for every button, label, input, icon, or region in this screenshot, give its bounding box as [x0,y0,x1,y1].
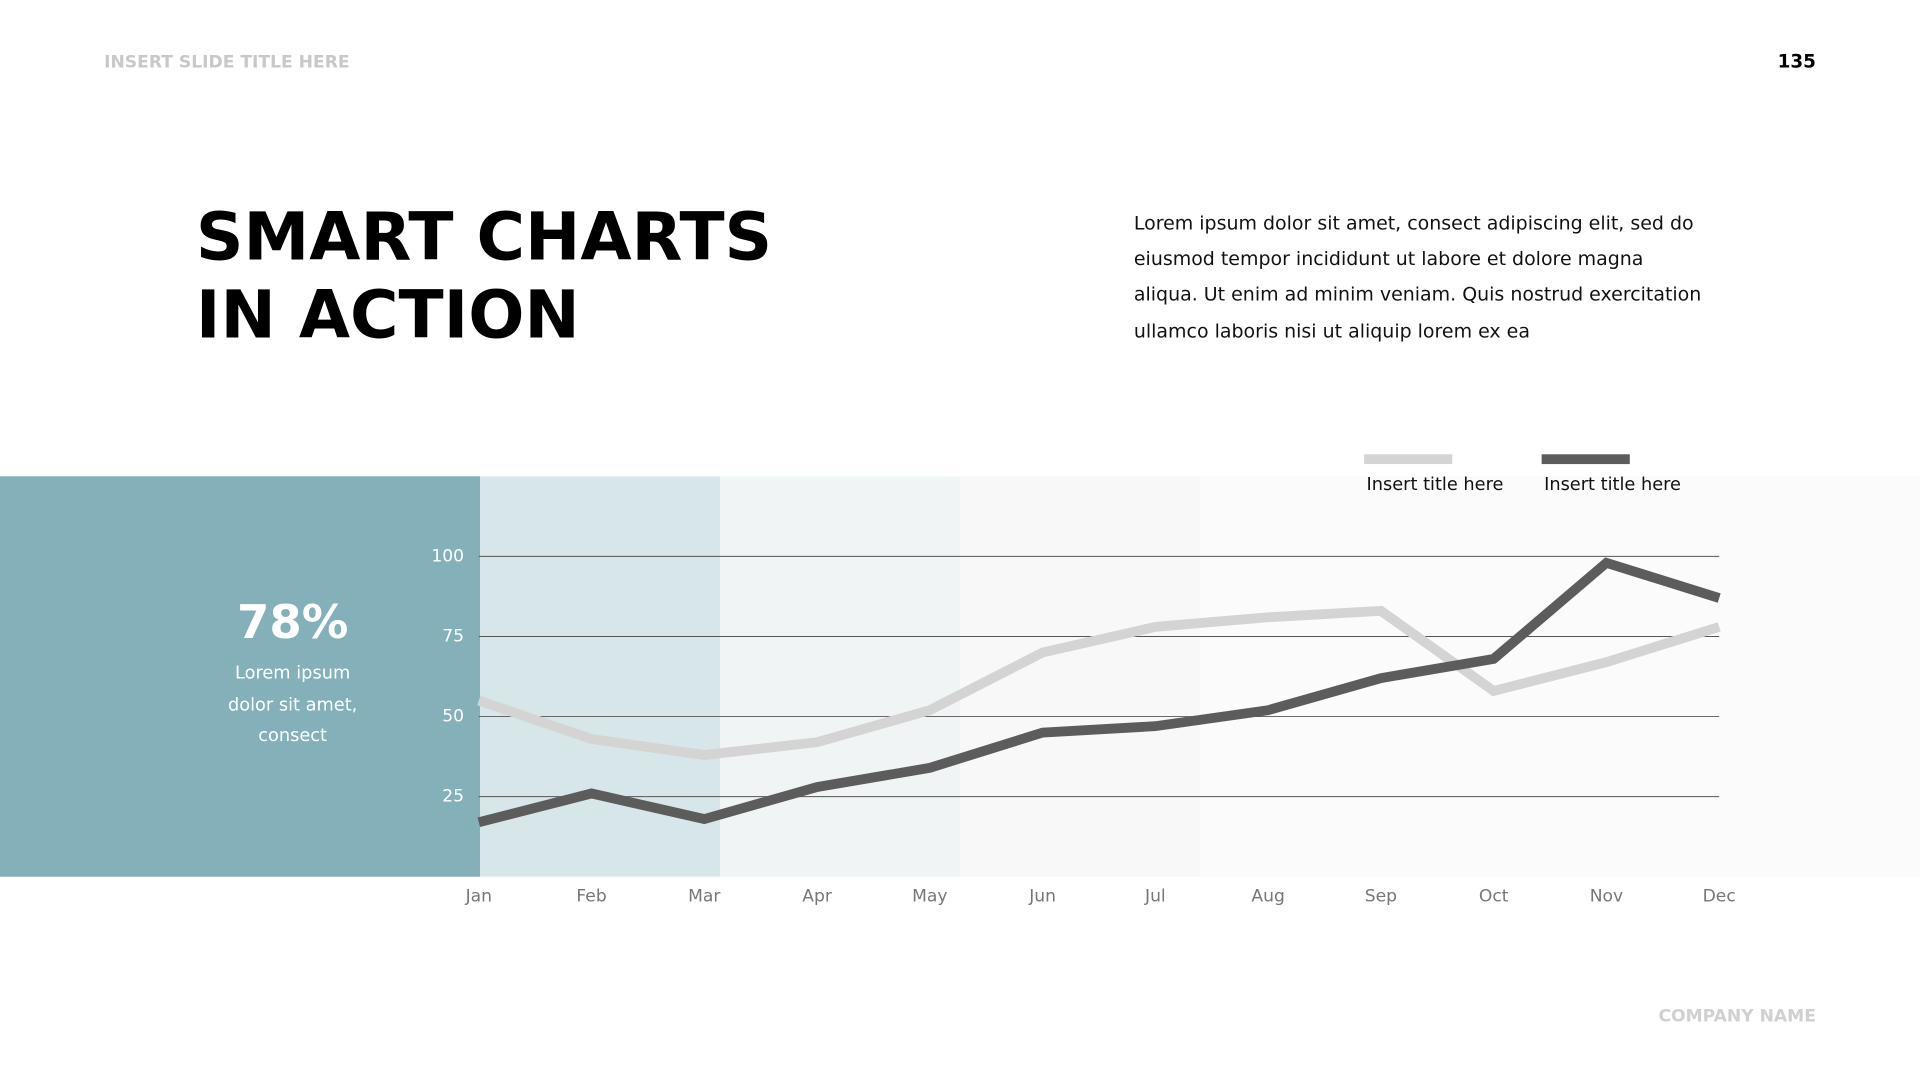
series-line [477,605,1721,760]
body-text: Lorem ipsum dolor sit amet, consect adip… [1134,213,1694,235]
callout-text: dolor sit amet, [228,695,357,715]
callout-panel [0,476,480,877]
title: SMART CHARTS [196,198,772,275]
x-tick-label: Mar [688,886,721,906]
line-chart: 25 50 75 100 Jan Feb Mar Apr May Jun Jul Aug Sep Oct N… [431,454,1736,906]
callout-text: consect [258,726,327,746]
company-name: COMPANY NAME [1658,1006,1815,1026]
page-number: 135 [1778,51,1816,72]
body-text: eiusmod tempor incididunt ut labore et d… [1134,248,1644,270]
legend-swatch [1364,454,1453,465]
x-tick-label: Jan [465,886,492,906]
y-tick-label: 75 [442,626,464,646]
y-tick-label: 100 [431,546,464,566]
x-tick-label: Sep [1365,886,1397,906]
callout-value: 78% [237,595,348,649]
body-text: aliqua. Ut enim ad minim veniam. Quis no… [1134,284,1701,306]
x-tick-label: Feb [576,886,606,906]
slide-title: INSERT SLIDE TITLE HERE [104,52,350,72]
x-tick-label: Aug [1251,886,1284,906]
body-text: ullamco laboris nisi ut aliquip lorem ex… [1134,320,1530,342]
legend-label: Insert title here [1544,475,1681,495]
band [720,476,960,877]
series-line [477,557,1721,828]
x-tick-label: Oct [1479,886,1509,906]
x-tick-label: Jul [1144,886,1166,906]
title: IN ACTION [196,277,580,354]
x-tick-label: Apr [802,886,833,906]
x-tick-label: Jun [1028,886,1056,906]
y-tick-label: 50 [442,707,464,727]
x-tick-label: Dec [1703,886,1736,906]
x-tick-label: Nov [1590,886,1623,906]
callout-text: Lorem ipsum [235,663,350,683]
legend-swatch [1541,454,1630,465]
legend-label: Insert title here [1367,475,1504,495]
y-tick-label: 25 [442,787,464,807]
x-tick-label: May [912,886,947,906]
